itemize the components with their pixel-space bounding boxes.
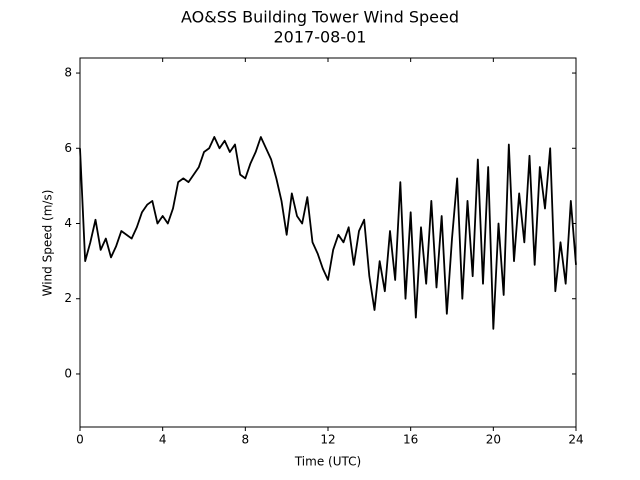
- y-tick-label: 6: [64, 141, 72, 155]
- x-tick-label: 0: [76, 433, 84, 447]
- x-tick-label: 16: [403, 433, 418, 447]
- x-tick-label: 24: [568, 433, 583, 447]
- x-tick-label: 20: [486, 433, 501, 447]
- y-tick-label: 4: [64, 216, 72, 230]
- plot-frame: [79, 57, 577, 428]
- wind-speed-line: [79, 136, 577, 330]
- x-tick-label: 12: [320, 433, 335, 447]
- y-axis-label: Wind Speed (m/s): [41, 190, 55, 297]
- y-tick-label: 2: [64, 291, 72, 305]
- y-tick-label: 8: [64, 66, 72, 80]
- chart-title: AO&SS Building Tower Wind Speed: [181, 8, 459, 27]
- y-tick-label: 0: [64, 366, 72, 380]
- chart-subtitle: 2017-08-01: [274, 28, 367, 47]
- x-tick-label: 8: [242, 433, 250, 447]
- x-axis-label: Time (UTC): [294, 455, 361, 469]
- x-tick-label: 4: [159, 433, 167, 447]
